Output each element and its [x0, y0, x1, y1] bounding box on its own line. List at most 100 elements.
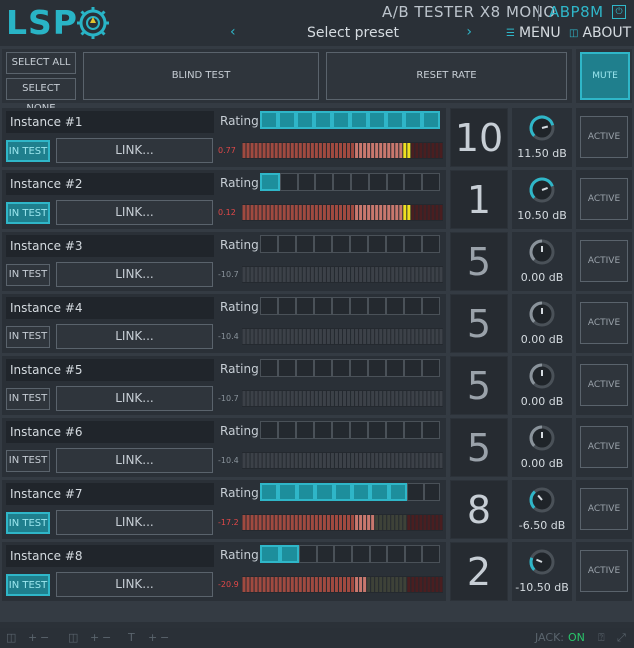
rating-cell[interactable]	[386, 421, 404, 439]
link-button[interactable]: LINK...	[56, 200, 213, 225]
active-button[interactable]: ACTIVE	[580, 488, 628, 530]
rating-cell[interactable]	[315, 173, 334, 191]
rating-cell[interactable]	[368, 359, 386, 377]
rating-cell[interactable]	[260, 545, 280, 563]
rating-cell[interactable]	[314, 235, 332, 253]
rating-cell[interactable]	[404, 111, 422, 129]
link-button[interactable]: LINK...	[56, 262, 213, 287]
rating-cell[interactable]	[332, 421, 350, 439]
footer-add-2[interactable]: +	[90, 631, 100, 644]
instance-name[interactable]: Instance #8	[6, 545, 214, 567]
help-icon[interactable]: ⍰	[598, 631, 605, 644]
in-test-button[interactable]: IN TEST	[6, 140, 50, 162]
footer-add-1[interactable]: +	[28, 631, 38, 644]
rating-cell[interactable]	[278, 235, 296, 253]
rating-bar[interactable]	[260, 421, 440, 441]
gain-knob[interactable]	[526, 298, 558, 330]
in-test-button[interactable]: IN TEST	[6, 450, 50, 472]
preset-prev-button[interactable]: ‹	[230, 24, 236, 40]
rating-cell[interactable]	[334, 545, 352, 563]
rating-cell[interactable]	[386, 359, 404, 377]
link-button[interactable]: LINK...	[56, 138, 213, 163]
select-none-button[interactable]: SELECT NONE	[6, 78, 76, 114]
rating-cell[interactable]	[404, 545, 423, 563]
rating-cell[interactable]	[314, 297, 332, 315]
rating-cell[interactable]	[350, 235, 368, 253]
rating-bar[interactable]	[260, 173, 440, 193]
rating-cell[interactable]	[278, 297, 296, 315]
about-button[interactable]: ◫ ABOUT	[569, 25, 631, 41]
footer-text-icon[interactable]: T	[128, 631, 135, 644]
rating-cell[interactable]	[260, 297, 278, 315]
rating-cell[interactable]	[260, 483, 279, 501]
menu-button[interactable]: ☰ MENU	[506, 25, 561, 41]
footer-remove-2[interactable]: −	[102, 631, 112, 644]
rating-cell[interactable]	[278, 483, 297, 501]
active-button[interactable]: ACTIVE	[580, 426, 628, 468]
rating-bar[interactable]	[260, 483, 441, 503]
instance-name[interactable]: Instance #2	[6, 173, 214, 195]
rating-cell[interactable]	[279, 173, 298, 191]
rating-cell[interactable]	[422, 111, 440, 129]
rating-cell[interactable]	[260, 235, 278, 253]
rating-cell[interactable]	[388, 483, 408, 501]
rating-cell[interactable]	[350, 173, 369, 191]
rating-cell[interactable]	[332, 111, 350, 129]
rating-cell[interactable]	[422, 421, 440, 439]
fullscreen-icon[interactable]: ⤢	[617, 631, 626, 644]
rating-cell[interactable]	[351, 545, 370, 563]
gain-knob[interactable]	[526, 422, 558, 454]
rating-cell[interactable]	[296, 297, 314, 315]
active-button[interactable]: ACTIVE	[580, 364, 628, 406]
rating-cell[interactable]	[407, 483, 424, 501]
in-test-button[interactable]: IN TEST	[6, 264, 50, 286]
rating-cell[interactable]	[350, 297, 368, 315]
rating-cell[interactable]	[352, 483, 371, 501]
blind-test-button[interactable]: BLIND TEST	[83, 52, 319, 100]
rating-cell[interactable]	[314, 421, 332, 439]
rating-cell[interactable]	[386, 297, 404, 315]
rating-cell[interactable]	[314, 359, 332, 377]
rating-cell[interactable]	[404, 421, 422, 439]
instance-name[interactable]: Instance #7	[6, 483, 214, 505]
rating-cell[interactable]	[260, 173, 280, 191]
rating-cell[interactable]	[332, 359, 350, 377]
lsp-logo[interactable]: LSP	[6, 4, 110, 42]
gain-knob[interactable]	[526, 112, 558, 144]
link-button[interactable]: LINK...	[56, 572, 213, 597]
link-button[interactable]: LINK...	[56, 448, 213, 473]
rating-cell[interactable]	[422, 297, 440, 315]
in-test-button[interactable]: IN TEST	[6, 202, 50, 224]
gain-knob[interactable]	[526, 546, 558, 578]
rating-cell[interactable]	[332, 235, 350, 253]
rating-cell[interactable]	[278, 111, 296, 129]
gain-knob[interactable]	[526, 360, 558, 392]
rating-cell[interactable]	[350, 359, 368, 377]
rating-cell[interactable]	[279, 545, 300, 563]
rating-cell[interactable]	[296, 111, 314, 129]
rating-cell[interactable]	[368, 173, 387, 191]
rating-cell[interactable]	[278, 359, 296, 377]
rating-cell[interactable]	[333, 173, 351, 191]
link-button[interactable]: LINK...	[56, 386, 213, 411]
rating-cell[interactable]	[296, 421, 314, 439]
preset-label[interactable]: Select preset	[307, 25, 399, 41]
instance-name[interactable]: Instance #3	[6, 235, 214, 257]
instance-name[interactable]: Instance #6	[6, 421, 214, 443]
rating-cell[interactable]	[260, 111, 278, 129]
footer-remove-1[interactable]: −	[40, 631, 50, 644]
rating-cell[interactable]	[350, 421, 368, 439]
link-button[interactable]: LINK...	[56, 324, 213, 349]
rating-cell[interactable]	[260, 359, 278, 377]
active-button[interactable]: ACTIVE	[580, 302, 628, 344]
active-button[interactable]: ACTIVE	[580, 550, 628, 592]
rating-cell[interactable]	[368, 235, 386, 253]
footer-layout-icon-1[interactable]: ◫	[6, 631, 17, 644]
instance-name[interactable]: Instance #1	[6, 111, 214, 133]
rating-cell[interactable]	[423, 483, 441, 501]
in-test-button[interactable]: IN TEST	[6, 574, 50, 596]
rating-cell[interactable]	[404, 235, 422, 253]
preset-selector[interactable]: ‹ Select preset ›	[222, 24, 484, 44]
rating-cell[interactable]	[404, 297, 422, 315]
rating-bar[interactable]	[260, 235, 440, 255]
